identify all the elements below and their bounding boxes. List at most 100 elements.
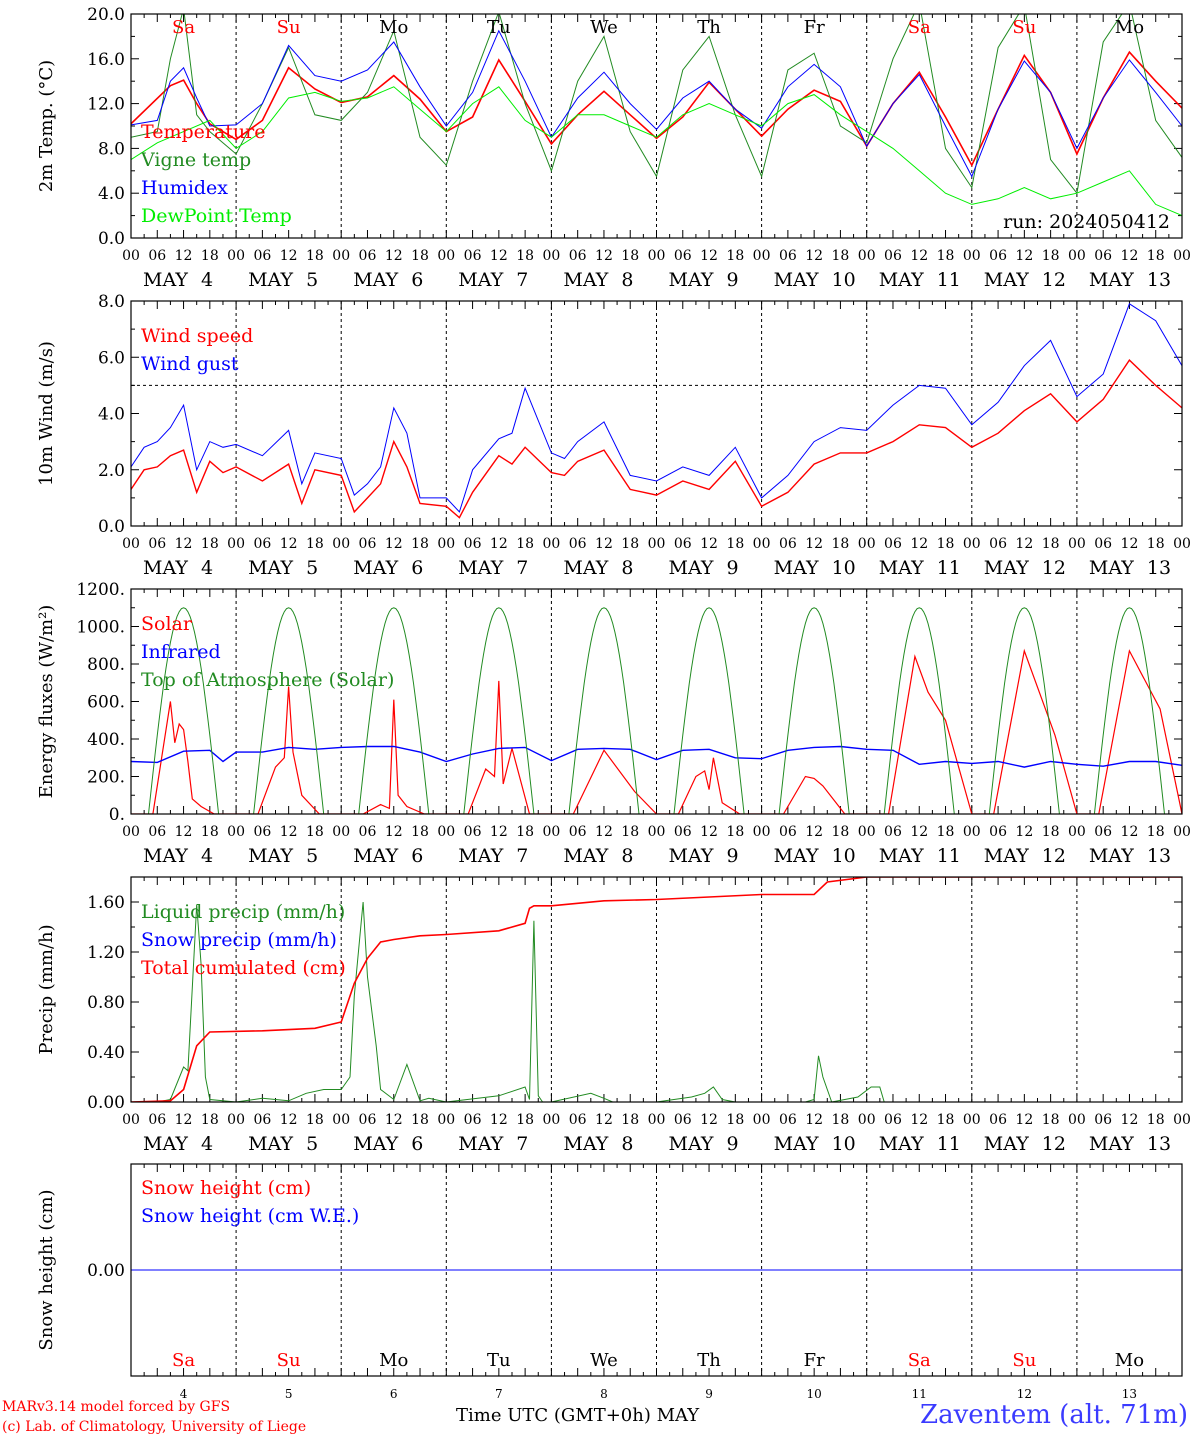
date-label: MAY 4 <box>143 269 213 291</box>
hour-label: 06 <box>1094 1112 1112 1128</box>
date-label: MAY 8 <box>563 1133 633 1155</box>
day-number: 11 <box>937 845 961 867</box>
hour-label: 00 <box>122 1112 140 1128</box>
series-line <box>131 86 1182 217</box>
y-tick-label: 8.0 <box>98 139 125 159</box>
hour-label: 12 <box>1015 248 1033 264</box>
y-tick-label: 0.80 <box>87 993 125 1013</box>
day-number: 9 <box>727 1133 739 1155</box>
date-label: MAY 13 <box>1089 557 1171 579</box>
weekday-label: Tu <box>487 1350 511 1371</box>
weekday-label: Mo <box>1115 1350 1144 1371</box>
hour-label: 12 <box>595 824 613 840</box>
hour-label: 18 <box>516 536 534 552</box>
series-line <box>131 877 1182 1102</box>
hour-label: 18 <box>411 824 429 840</box>
hour-label: 06 <box>989 1112 1007 1128</box>
hour-label: 12 <box>175 536 193 552</box>
hour-label: 12 <box>910 248 928 264</box>
hour-label: 12 <box>1121 1112 1139 1128</box>
hour-label: 06 <box>253 536 271 552</box>
hour-label: 06 <box>989 824 1007 840</box>
hour-label: 18 <box>937 248 955 264</box>
hour-label: 12 <box>175 824 193 840</box>
weekday-label: Sa <box>172 17 195 38</box>
month-label: MAY <box>563 1133 608 1155</box>
legend-entry: Wind speed <box>141 325 253 347</box>
hour-label: 00 <box>963 248 981 264</box>
hour-label: 06 <box>253 248 271 264</box>
day-number: 9 <box>727 269 739 291</box>
hour-label: 00 <box>122 248 140 264</box>
hour-label: 00 <box>437 248 455 264</box>
hour-label: 00 <box>332 536 350 552</box>
y-tick-label: 8.0 <box>98 292 125 312</box>
hour-label: 00 <box>332 824 350 840</box>
date-label: MAY 12 <box>984 845 1066 867</box>
day-number: 12 <box>1042 269 1066 291</box>
series-line <box>131 745 1182 768</box>
weekday-label: We <box>590 17 618 38</box>
snow-panel: 0.00 Snow height (cm) Snow height (cm) Snow… <box>36 1163 1183 1401</box>
date-label: MAY 13 <box>1089 845 1171 867</box>
y-tick-label: 12.0 <box>87 95 125 115</box>
month-label: MAY <box>563 845 608 867</box>
y-axis-label: Precip (mm/h) <box>36 924 57 1054</box>
hour-label: 00 <box>332 1112 350 1128</box>
y-tick-label: 0.0 <box>98 517 125 537</box>
lab-credit: (c) Lab. of Climatology, University of L… <box>2 1419 307 1435</box>
hour-label: 12 <box>280 248 298 264</box>
date-label: MAY 6 <box>353 845 423 867</box>
hour-label: 00 <box>122 824 140 840</box>
day-number: 5 <box>306 845 318 867</box>
day-number: 8 <box>621 557 633 579</box>
hour-label: 12 <box>1015 1112 1033 1128</box>
hour-label: 00 <box>437 1112 455 1128</box>
month-label: MAY <box>879 557 924 579</box>
hour-label: 06 <box>359 824 377 840</box>
month-label: MAY <box>458 1133 503 1155</box>
day-number: 12 <box>1042 845 1066 867</box>
hour-label: 12 <box>910 536 928 552</box>
y-tick-label: 0. <box>109 805 125 825</box>
day-number: 13 <box>1147 845 1171 867</box>
hour-label: 00 <box>437 824 455 840</box>
hour-label: 18 <box>937 536 955 552</box>
hour-label: 12 <box>490 248 508 264</box>
y-tick-label: 4.0 <box>98 405 125 425</box>
hour-label: 00 <box>963 536 981 552</box>
hour-label: 12 <box>805 1112 823 1128</box>
hour-label: 12 <box>700 1112 718 1128</box>
hour-label: 18 <box>306 824 324 840</box>
date-label: MAY 6 <box>353 557 423 579</box>
day-number: 10 <box>832 269 856 291</box>
hour-label: 18 <box>621 1112 639 1128</box>
date-label: MAY 11 <box>879 845 961 867</box>
month-label: MAY <box>879 269 924 291</box>
hour-label: 00 <box>858 1112 876 1128</box>
hour-label: 18 <box>1147 824 1165 840</box>
hour-label: 06 <box>359 248 377 264</box>
y-tick-label: 6.0 <box>98 348 125 368</box>
date-label: MAY 8 <box>563 269 633 291</box>
hour-label: 00 <box>858 536 876 552</box>
date-label: MAY 5 <box>248 1133 318 1155</box>
hour-label: 18 <box>1147 1112 1165 1128</box>
date-label: MAY 10 <box>774 845 856 867</box>
hour-label: 00 <box>1068 248 1086 264</box>
day-number: 13 <box>1122 1387 1137 1401</box>
hour-label: 06 <box>359 536 377 552</box>
y-tick-label: 0.40 <box>87 1043 125 1063</box>
hour-label: 00 <box>227 536 245 552</box>
hour-label: 06 <box>674 248 692 264</box>
legend-entry: DewPoint Temp <box>141 205 292 227</box>
hour-label: 00 <box>227 824 245 840</box>
hour-label: 12 <box>1121 248 1139 264</box>
date-label: MAY 10 <box>774 557 856 579</box>
date-label: MAY 6 <box>353 1133 423 1155</box>
hour-label: 00 <box>1068 824 1086 840</box>
hour-label: 06 <box>779 248 797 264</box>
date-label: MAY 7 <box>458 557 528 579</box>
series-line <box>131 648 1182 814</box>
station-title: Zaventem (alt. 71m) <box>920 1400 1188 1430</box>
